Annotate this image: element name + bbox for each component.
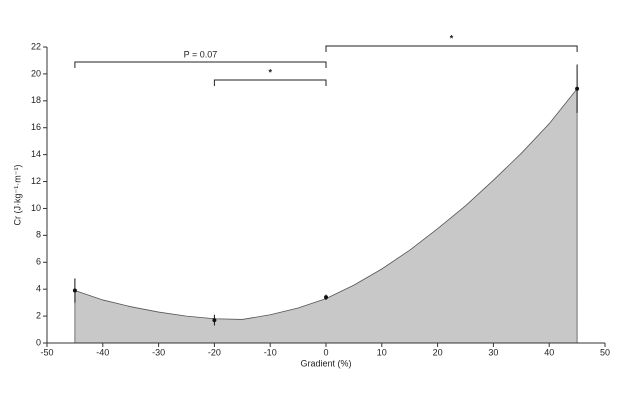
x-tick-label: 20 [433, 347, 443, 357]
y-axis-label: Cr (J·kg⁻¹·m⁻¹) [12, 165, 22, 226]
y-tick-label: 18 [31, 95, 41, 105]
significance-bracket [74, 61, 327, 68]
x-tick-label: 0 [323, 347, 328, 357]
significance-label: * [450, 33, 454, 43]
y-tick-label: 10 [31, 203, 41, 213]
y-tick-label: 4 [36, 284, 41, 294]
y-tick-label: 0 [36, 337, 41, 347]
y-tick-label: 16 [31, 122, 41, 132]
x-tick-label: -20 [208, 347, 221, 357]
significance-bracket [325, 45, 578, 52]
y-tick-label: 12 [31, 176, 41, 186]
y-tick-label: 14 [31, 149, 41, 159]
y-tick-label: 22 [31, 41, 41, 51]
data-point [212, 318, 217, 323]
x-tick-label: 30 [488, 347, 498, 357]
y-tick-label: 2 [36, 310, 41, 320]
x-tick-label: -50 [40, 347, 53, 357]
x-tick-label: -40 [96, 347, 109, 357]
x-tick-label: 50 [600, 347, 610, 357]
area [74, 87, 578, 344]
x-tick-label: 10 [377, 347, 387, 357]
significance-label: * [268, 67, 272, 77]
data-point [575, 86, 580, 91]
y-tick-label: 20 [31, 68, 41, 78]
significance-label: P = 0.07 [184, 49, 218, 59]
x-tick-label: -10 [264, 347, 277, 357]
y-tick-label: 6 [36, 257, 41, 267]
data-point [72, 288, 77, 293]
x-axis-label: Gradient (%) [300, 358, 351, 368]
y-tick-label: 8 [36, 230, 41, 240]
data-point [324, 295, 328, 300]
x-tick-label: -30 [152, 347, 165, 357]
x-tick-label: 40 [544, 347, 554, 357]
significance-bracket [213, 79, 327, 86]
